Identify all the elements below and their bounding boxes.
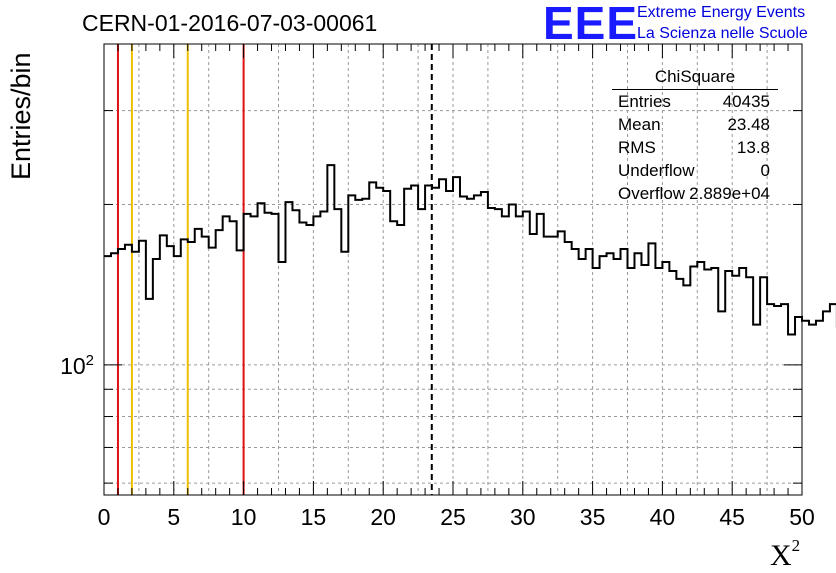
- x-tick-label: 45: [719, 504, 745, 530]
- y-tick-label: 102: [60, 352, 94, 379]
- stats-row-underflow: Underflow 0: [612, 159, 778, 182]
- chart-title: CERN-01-2016-07-03-00061: [82, 10, 378, 36]
- stats-value: 40435: [722, 92, 770, 111]
- x-tick-label: 50: [789, 504, 815, 530]
- stats-value: 0: [760, 161, 770, 180]
- x-axis-label: X2: [770, 536, 800, 573]
- stats-row-overflow: Overflow 2.889e+04: [612, 182, 778, 205]
- x-tick-label: 35: [580, 504, 606, 530]
- stats-label: Entries: [618, 92, 671, 111]
- stats-label: Mean: [618, 115, 661, 134]
- x-tick-label: 40: [650, 504, 676, 530]
- stats-value: 2.889e+04: [689, 184, 770, 203]
- x-tick-label: 15: [301, 504, 327, 530]
- eee-logo: EEE: [543, 0, 639, 49]
- stats-value: 13.8: [736, 138, 770, 157]
- stats-row-rms: RMS 13.8: [612, 136, 778, 159]
- x-tick-label: 5: [167, 504, 180, 530]
- x-tick-label: 20: [370, 504, 396, 530]
- x-tick-label: 30: [510, 504, 536, 530]
- stats-row-entries: Entries 40435: [612, 90, 778, 113]
- stats-row-mean: Mean 23.48: [612, 113, 778, 136]
- stats-label: RMS: [618, 138, 656, 157]
- logo-line-2: La Scienza nelle Scuole: [637, 25, 808, 42]
- x-axis-label-base: X: [770, 539, 792, 572]
- y-axis-label: Entries/bin: [6, 52, 36, 180]
- x-tick-label: 10: [231, 504, 257, 530]
- logo-line-1: Extreme Energy Events: [637, 4, 806, 21]
- stats-label: Underflow: [618, 161, 695, 180]
- stats-value: 23.48: [727, 115, 770, 134]
- stats-label: Overflow: [618, 184, 686, 203]
- stats-box: ChiSquare Entries 40435 Mean 23.48 RMS 13.8…: [612, 67, 778, 205]
- x-tick-label: 0: [98, 504, 111, 530]
- x-tick-label: 25: [440, 504, 466, 530]
- stats-title: ChiSquare: [612, 67, 778, 90]
- x-axis-label-exponent: 2: [791, 536, 801, 555]
